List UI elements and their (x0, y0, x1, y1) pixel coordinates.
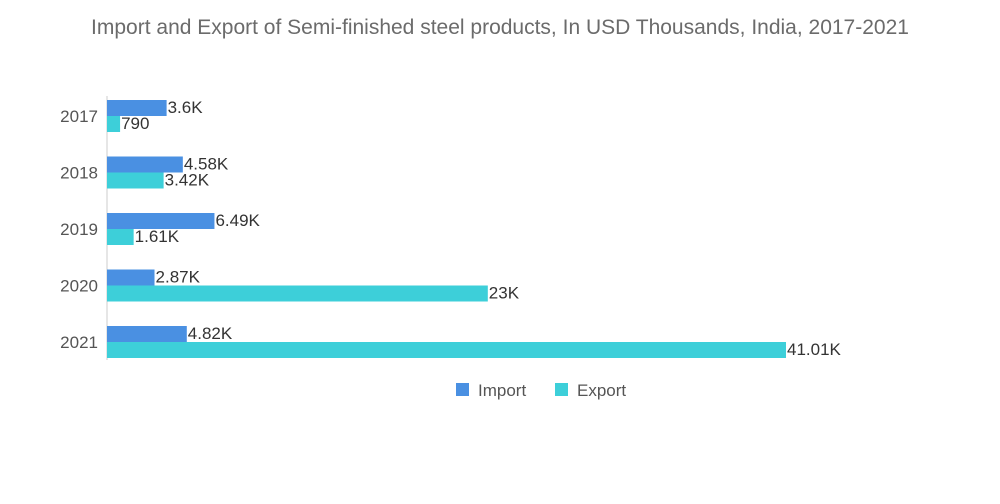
category-label: 2017 (60, 107, 98, 126)
legend-label-export[interactable]: Export (577, 381, 626, 400)
bar-export[interactable] (107, 342, 786, 358)
legend-swatch-export[interactable] (555, 383, 568, 396)
bar-import[interactable] (107, 213, 215, 229)
data-label-import: 2.87K (156, 268, 201, 287)
data-label-import: 3.6K (168, 98, 204, 117)
data-label-import: 4.58K (184, 155, 229, 174)
data-label-export: 790 (121, 114, 149, 133)
bar-import[interactable] (107, 326, 187, 342)
data-label-export: 23K (489, 284, 520, 303)
chart-title: Import and Export of Semi-finished steel… (91, 16, 909, 39)
data-label-import: 4.82K (188, 324, 233, 343)
legend-label-import[interactable]: Import (478, 381, 526, 400)
bar-export[interactable] (107, 172, 164, 189)
legend-swatch-import[interactable] (456, 383, 469, 396)
category-label: 2018 (60, 164, 98, 183)
data-label-export: 41.01K (787, 340, 842, 359)
category-label: 2020 (60, 277, 98, 296)
category-label: 2019 (60, 220, 98, 239)
data-label-export: 3.42K (165, 171, 210, 190)
bar-export[interactable] (107, 285, 488, 302)
category-label: 2021 (60, 333, 98, 352)
bar-import[interactable] (107, 100, 167, 116)
bar-import[interactable] (107, 269, 155, 286)
data-label-import: 6.49K (215, 211, 260, 230)
data-label-export: 1.61K (135, 227, 180, 246)
bar-import[interactable] (107, 156, 183, 173)
bar-export[interactable] (107, 116, 121, 132)
bar-export[interactable] (107, 229, 134, 245)
